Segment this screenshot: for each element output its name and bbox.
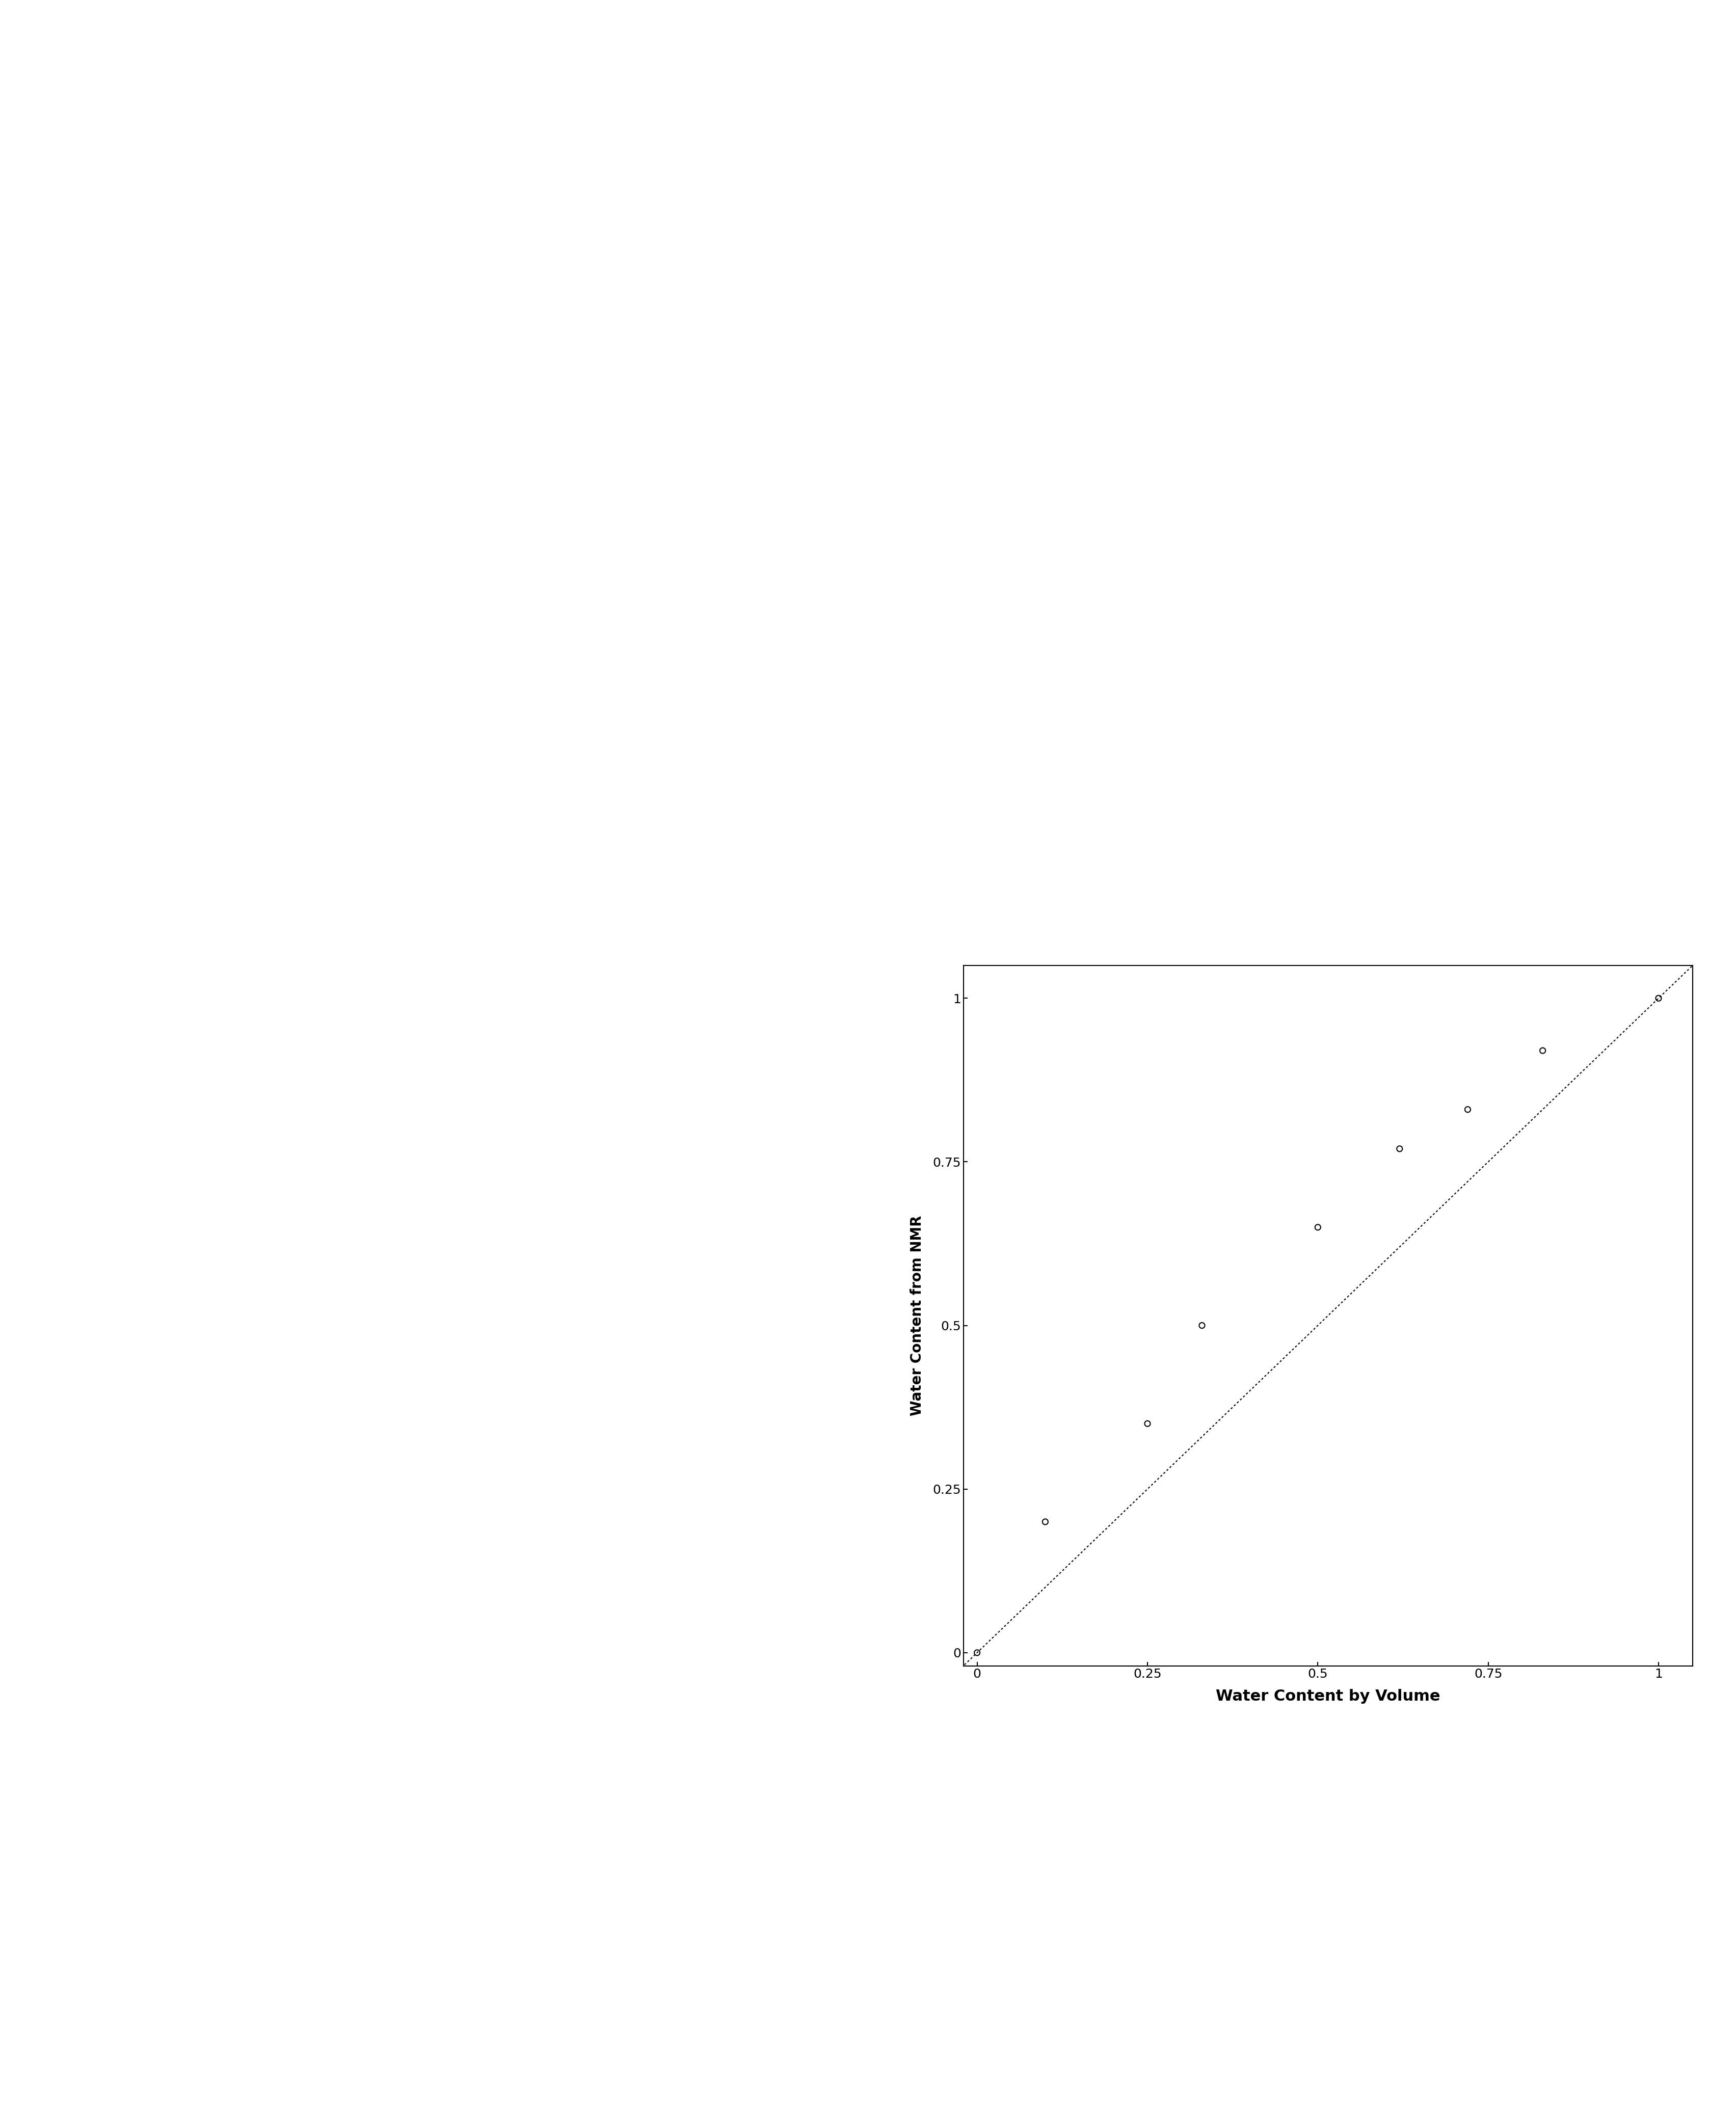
Point [1529,1033,1557,1067]
Y-axis label: Water Content from NMR: Water Content from NMR [910,1216,924,1415]
Point [1187,1309,1215,1343]
Point [1644,980,1672,1014]
Point [1031,1504,1059,1538]
Point [1304,1210,1332,1243]
Point [1453,1093,1481,1127]
Point [1385,1131,1413,1165]
X-axis label: Water Content by Volume: Water Content by Volume [1215,1689,1441,1704]
Point [1134,1407,1161,1441]
Point [963,1636,991,1670]
